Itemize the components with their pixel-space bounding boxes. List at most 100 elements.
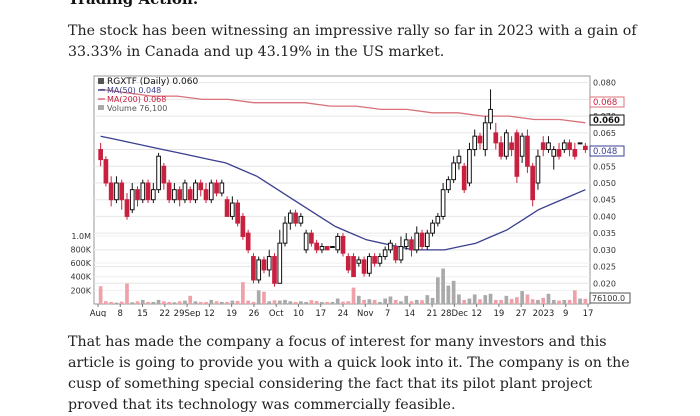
chart-legend: RGXTF (Daily) 0.060 MA(50) 0.048 MA(200)… <box>98 77 198 113</box>
candle-body <box>472 135 478 151</box>
volume-tick-label: 200K <box>70 286 91 295</box>
candle-body <box>214 182 219 194</box>
volume-bar <box>404 295 409 304</box>
candle-body <box>567 142 572 151</box>
candle-body <box>303 232 309 251</box>
volume-bar <box>399 301 403 304</box>
candle-body <box>177 189 183 201</box>
volume-bar <box>209 299 214 304</box>
volume-bar <box>451 280 456 304</box>
volume-bar <box>256 290 261 304</box>
price-tick-label: 0.050 <box>593 179 616 188</box>
candle-body <box>540 142 546 151</box>
volume-axis: 1.0M 800K 600K 400K 200K <box>70 232 91 296</box>
candle-body <box>277 242 283 284</box>
volume-bar <box>172 302 177 304</box>
volume-bar <box>188 295 193 304</box>
candle-body <box>430 222 435 234</box>
volume-bar <box>478 299 482 304</box>
body-paragraph: That has made the company a focus of int… <box>68 334 630 413</box>
date-tick-label: 26 <box>248 309 259 317</box>
candle-body <box>266 256 272 271</box>
candle-body <box>556 149 562 157</box>
badge-volume-text: 76100.0 <box>592 294 625 303</box>
date-tick-label: 17 <box>583 309 594 317</box>
date-tick-label: 14 <box>404 309 415 317</box>
price-tick-label: 0.035 <box>593 229 616 238</box>
price-tick-label: 0.020 <box>593 279 616 288</box>
candle-body <box>256 259 262 281</box>
volume-bar <box>435 277 440 304</box>
candle-body <box>103 159 109 184</box>
candle-body <box>208 182 214 201</box>
date-tick-label: Aug <box>90 309 107 317</box>
date-tick-label: 27 <box>516 309 527 317</box>
candle-body <box>382 249 388 258</box>
volume-bar <box>346 301 351 304</box>
candle-body <box>367 256 372 274</box>
volume-bar <box>578 298 582 304</box>
candle-body <box>419 232 425 248</box>
candle-body <box>398 246 404 261</box>
candle-body <box>530 165 536 201</box>
volume-bar <box>551 299 556 304</box>
candle-body <box>282 222 288 244</box>
volume-bar <box>488 293 493 304</box>
volume-bar <box>572 290 577 304</box>
volume-bar <box>525 294 530 304</box>
candle-body <box>114 182 119 201</box>
badge-last-price-text: 0.060 <box>593 116 620 126</box>
candle-body <box>388 242 393 251</box>
date-tick-label: 15 <box>137 309 148 317</box>
price-tick-label: 0.045 <box>593 196 616 205</box>
volume-bar <box>267 301 272 304</box>
volume-bar <box>462 299 467 304</box>
candle-body <box>340 235 346 254</box>
volume-bar <box>309 300 314 304</box>
volume-bar <box>472 294 477 304</box>
volume-bar <box>520 291 524 304</box>
badge-ma200: 0.068 <box>589 96 625 108</box>
volume-bar <box>125 283 129 304</box>
legend-volume: Volume 76,100 <box>107 104 167 113</box>
badge-ma200-text: 0.068 <box>593 98 617 108</box>
volume-bar <box>246 300 251 304</box>
candle-body <box>161 165 167 184</box>
candle-body <box>535 155 541 184</box>
candle-body <box>583 145 588 151</box>
volume-bar <box>251 301 256 304</box>
volume-bar <box>351 287 356 304</box>
candle-body <box>298 215 304 224</box>
candle-body <box>150 189 156 201</box>
volume-bar <box>198 301 203 304</box>
volume-bar <box>183 300 187 304</box>
date-axis: Aug 8 15 22 29Sep 12 19 26 Oct 10 17 24 Nov 7 14 21 28De… <box>90 304 594 319</box>
volume-bar <box>414 299 419 304</box>
volume-bar <box>193 301 198 304</box>
volume-bar <box>235 300 240 304</box>
candle-body <box>145 182 151 201</box>
volume-bar <box>530 299 535 304</box>
candle-body <box>467 149 472 184</box>
candle-body <box>414 232 420 251</box>
candle-body <box>224 199 230 217</box>
price-tick-label: 0.025 <box>593 263 616 272</box>
volume-bar <box>441 268 445 304</box>
candle-body <box>235 202 240 224</box>
date-tick-label: 7 <box>385 309 390 317</box>
candle-body <box>129 189 135 211</box>
volume-bar <box>304 301 308 304</box>
price-tick-label: 0.030 <box>593 246 616 255</box>
candle-body <box>314 242 320 251</box>
legend-swatch-volume <box>98 105 104 110</box>
volume-bar <box>567 299 572 304</box>
volume-bar <box>446 285 451 304</box>
volume-bar <box>557 300 561 304</box>
candle-body <box>198 182 204 191</box>
volume-bar <box>325 301 330 304</box>
volume-tick-label: 600K <box>70 259 91 268</box>
volume-bars <box>98 268 588 304</box>
volume-bar <box>509 298 514 304</box>
date-tick-label: Oct <box>269 309 284 317</box>
date-tick-label: 12 <box>204 309 215 317</box>
